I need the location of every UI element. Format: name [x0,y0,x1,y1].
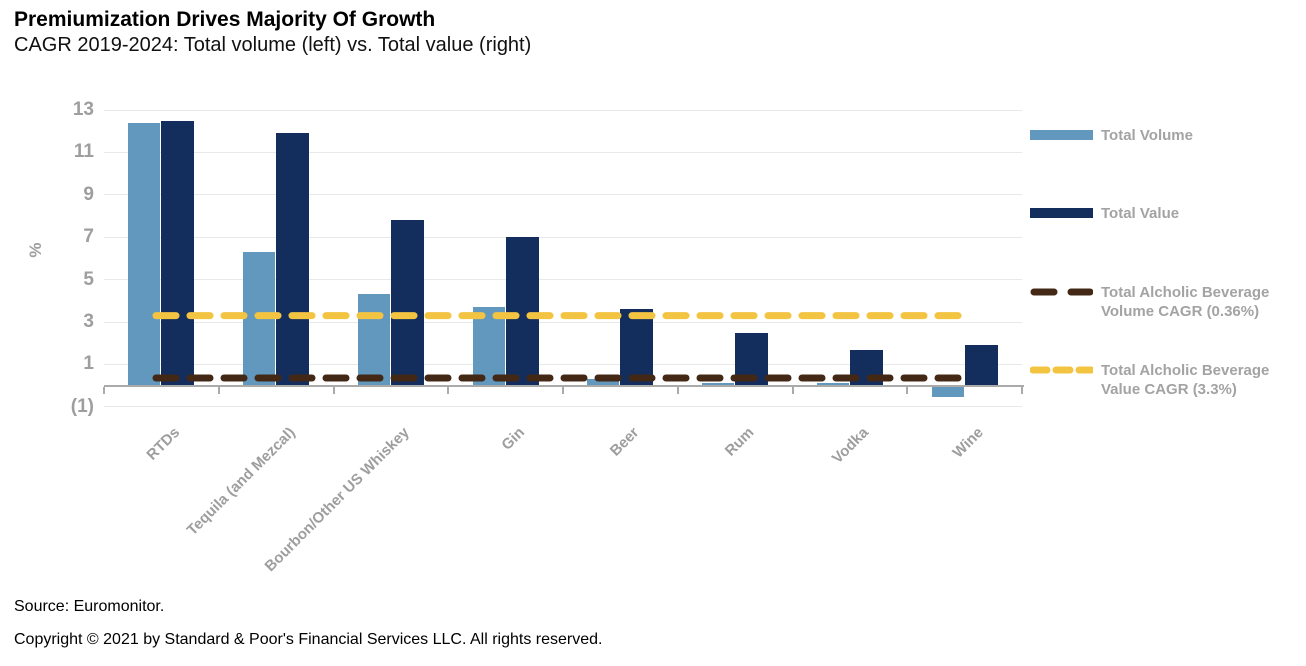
bar-total-value-tequila-and-mezcal- [276,133,310,387]
gridline [104,406,1022,408]
x-axis-tick [562,386,564,394]
chart-title: Premiumization Drives Majority Of Growth [14,8,436,31]
gridline [104,194,1022,196]
bar-total-volume-vodka [816,383,849,387]
bar-total-volume-tequila-and-mezcal- [243,252,276,387]
legend-item-total-volume: Total Volume [1030,126,1301,145]
x-axis-line [104,385,1024,388]
bar-total-volume-rum [702,383,735,387]
bar-total-value-gin [505,237,539,387]
reference-lines [152,312,970,382]
bar-total-volume-wine [931,386,964,398]
gridline [104,109,1022,111]
bar-total-value-beer [620,309,654,387]
x-category-label: Beer [606,424,643,460]
copyright-note: Copyright © 2021 by Standard & Poor's Fi… [14,631,603,648]
y-tick-label: 5 [83,268,94,290]
gridline [104,279,1022,281]
volume-cagr-dash-icon [1030,288,1093,296]
y-tick-label: (1) [70,395,94,417]
y-tick-label: 7 [83,226,94,248]
x-category-label: RTDs [143,424,184,464]
x-axis-tick [332,386,335,394]
legend-label-total-value: Total Value [1101,205,1180,222]
gridline [104,321,1022,323]
x-axis-tick [217,386,220,394]
chart-subtitle: CAGR 2019-2024: Total volume (left) vs. … [14,34,532,56]
chart-legend: Total Volume Total Value Total Alcholic … [1030,0,1306,430]
legend-item-value-cagr: Total Alcholic Beverage Value CAGR (3.3%… [1030,361,1301,399]
bar-total-value-wine [964,345,998,387]
legend-label-value-cagr: Total Alcholic Beverage Value CAGR (3.3%… [1101,362,1270,398]
x-axis-tick [1021,386,1023,394]
x-category-label: Vodka [828,424,872,468]
legend-item-volume-cagr: Total Alcholic Beverage Volume CAGR (0.3… [1030,283,1301,321]
y-tick-label: 3 [83,311,94,332]
x-category-label: Wine [949,424,987,462]
gridline [104,363,1022,365]
legend-label-total-volume: Total Volume [1101,127,1193,144]
y-tick-label: 11 [73,141,94,163]
y-tick-label: 1 [83,353,94,375]
y-tick-label: 13 [72,99,94,120]
bar-total-volume-gin [472,307,505,387]
value-cagr-dash-icon [1030,366,1093,374]
x-axis-tick [676,386,679,394]
y-tick-label: 9 [83,183,94,205]
bar-total-volume-rtds [128,122,161,387]
bar-total-volume-bourbon-other-us-whiskey [357,294,390,387]
bar-total-volume-beer [587,379,620,387]
bar-total-value-bourbon-other-us-whiskey [390,220,424,387]
gridline [104,151,1022,153]
total-volume-swatch-icon [1030,130,1093,140]
x-axis-tick [447,386,450,394]
legend-item-total-value: Total Value [1030,204,1301,223]
x-category-label: Tequila (and Mezcal) [183,424,299,539]
x-category-label: Gin [497,424,528,454]
x-category-label: Rum [721,424,758,460]
source-note: Source: Euromonitor. [14,598,165,615]
x-axis-tick [103,386,105,394]
x-axis-tick [906,386,909,394]
total-value-swatch-icon [1030,208,1093,218]
x-axis-tick [791,386,794,394]
gridline [104,236,1022,238]
legend-label-volume-cagr: Total Alcholic Beverage Volume CAGR (0.3… [1101,284,1270,320]
bar-total-value-rtds [161,120,195,387]
